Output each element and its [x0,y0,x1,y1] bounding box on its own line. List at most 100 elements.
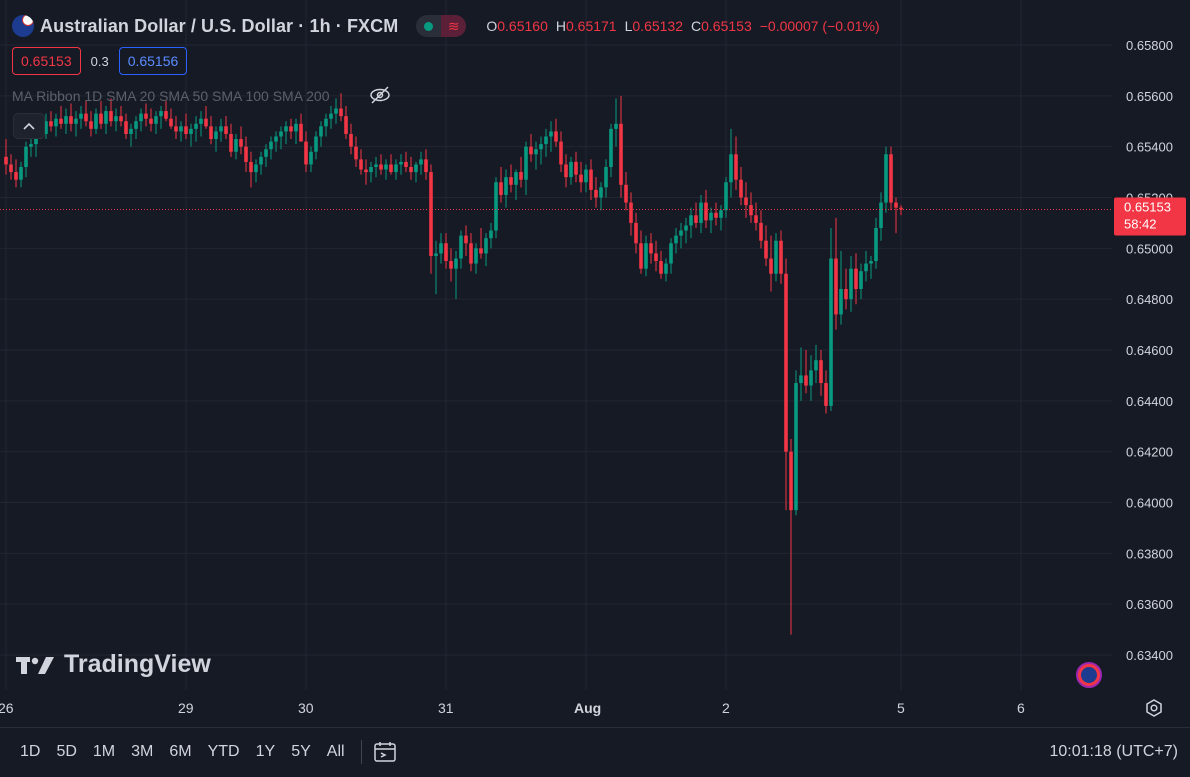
price-tick-label: 0.64200 [1126,445,1173,460]
candle-body [669,243,673,264]
candle-body [574,161,578,175]
candle-body [844,289,848,300]
eye-off-icon[interactable] [368,84,392,106]
candle-body [239,139,243,147]
candle-body [129,128,133,134]
candle-body [274,136,278,142]
candlestick-chart[interactable] [0,0,1112,690]
range-6m[interactable]: 6M [169,743,192,760]
candle-body [564,164,568,178]
clock-timezone[interactable]: 10:01:18 (UTC+7) [1049,743,1178,760]
candle-body [324,118,328,127]
candle-body [709,212,713,221]
chevron-up-icon [23,122,35,130]
price-axis[interactable]: 0.658000.656000.654000.652000.650000.648… [1112,0,1190,690]
candle-body [734,154,738,180]
range-5d[interactable]: 5D [56,743,77,760]
time-tick-label: 5 [897,700,905,716]
collapse-legend-button[interactable] [13,113,45,139]
candle-body [359,159,363,170]
candle-body [409,167,413,173]
candle-body [379,164,383,170]
candle-body [804,375,808,386]
symbol-title[interactable]: Australian Dollar / U.S. Dollar · 1h · F… [40,15,399,36]
range-1d[interactable]: 1D [20,743,41,760]
candle-body [394,164,398,173]
candle-body [254,164,258,173]
candle-body [134,121,138,129]
candle-body [609,128,613,167]
candle-body [779,240,783,274]
price-tick-label: 0.63400 [1126,648,1173,663]
indicator-legend[interactable]: MA Ribbon 1D SMA 20 SMA 50 SMA 100 SMA 2… [12,88,330,104]
candle-body [304,141,308,165]
candle-body [524,146,528,180]
time-tick-label: Aug [574,700,602,716]
candle-body [64,116,68,124]
range-all[interactable]: All [326,743,345,760]
price-tick-label: 0.65800 [1126,38,1173,53]
buy-button[interactable]: 0.65156 [118,47,188,75]
price-ticks: 0.658000.656000.654000.652000.650000.648… [1126,38,1173,663]
candle-body [194,123,198,129]
market-open-dot-icon [424,21,434,31]
candle-body [244,146,248,162]
high-label: H [555,18,566,34]
candle-body [874,228,878,262]
candle-body [44,121,48,134]
candle-body [114,116,118,122]
candle-body [684,225,688,231]
candle-body [494,182,498,231]
candle-body [414,164,418,173]
time-axis[interactable]: 26 29 30 31 Aug 2 5 6 [0,690,1190,727]
settings-icon[interactable] [1144,698,1164,718]
range-1y[interactable]: 1Y [255,743,276,760]
candle-body [729,154,733,183]
candle-body [479,248,483,254]
price-tick-label: 0.63600 [1126,597,1173,612]
candle-body [534,149,538,155]
candle-body [894,202,898,208]
candle-body [694,215,698,223]
candle-body [84,113,88,122]
calendar-goto-icon[interactable] [372,740,398,764]
chart-area[interactable]: Australian Dollar / U.S. Dollar · 1h · F… [0,0,1112,690]
candle-body [364,169,368,173]
candle-body [174,126,178,132]
candle-body [169,118,173,127]
candle-body [584,169,588,183]
symbol-flag-icon[interactable] [1076,662,1102,688]
candle-body [849,268,853,300]
candle-body [794,383,798,511]
candle-body [674,235,678,244]
market-status-pill[interactable]: ≋ [416,15,467,37]
candle-body [689,215,693,226]
flag-icon[interactable] [12,15,34,37]
sell-button[interactable]: 0.65153 [12,47,81,75]
candle-body [429,172,433,256]
range-1m[interactable]: 1M [92,743,116,760]
range-5y[interactable]: 5Y [291,743,311,760]
candle-body [9,164,13,173]
candle-body [614,123,618,129]
candle-body [589,169,593,190]
range-ytd[interactable]: YTD [207,743,240,760]
candle-body [824,383,828,406]
candle-body [499,182,503,195]
candle-body [884,154,888,203]
countdown-value: 58:42 [1124,216,1157,231]
candle-body [714,212,718,218]
candle-body [4,156,8,165]
candle-body [109,111,113,122]
price-tick-label: 0.65000 [1126,241,1173,256]
range-3m[interactable]: 3M [131,743,154,760]
candle-body [309,151,313,165]
candle-body [154,116,158,124]
candle-body [454,258,458,269]
candle-body [329,113,333,119]
tradingview-logo[interactable]: TradingView [16,650,211,679]
candle-body [374,164,378,167]
candle-body [649,243,653,254]
current-price-label: 0.65153 58:42 [1114,197,1186,236]
close-label: C [691,18,702,34]
